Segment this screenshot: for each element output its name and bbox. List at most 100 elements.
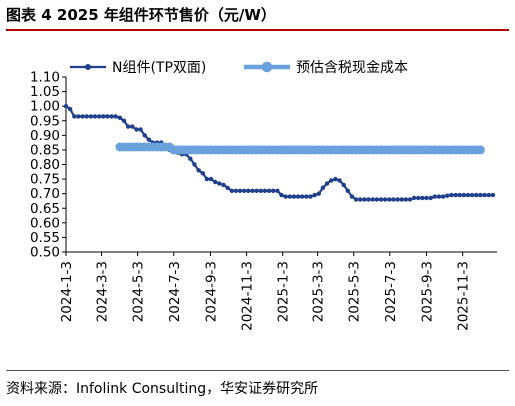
y-tick-label: 1.00	[30, 99, 60, 115]
data-point-n-module	[266, 188, 272, 193]
data-point-n-module	[374, 197, 379, 202]
y-tick-label: 1.10	[30, 70, 60, 86]
data-point-n-module	[142, 133, 147, 138]
data-point-n-module	[138, 127, 143, 132]
data-point-n-module	[283, 194, 288, 199]
data-point-n-module	[345, 188, 350, 193]
data-point-n-module	[196, 168, 201, 173]
data-point-n-module	[213, 179, 218, 185]
data-point-n-module	[362, 197, 367, 202]
series-cash-cost	[115, 142, 485, 155]
x-tick-label: 2024-9-3	[203, 261, 219, 322]
data-point-n-module	[436, 194, 442, 199]
data-point-n-module	[358, 197, 363, 202]
data-point-n-module	[242, 188, 247, 193]
data-point-n-module	[329, 178, 334, 183]
data-point-n-module	[233, 188, 239, 193]
data-point-n-module	[88, 114, 94, 119]
data-point-n-module	[482, 192, 487, 198]
x-tick-label: 2024-3-3	[95, 261, 111, 322]
source-note: 资料来源：Infolink Consulting，华安证券研究所	[6, 381, 319, 397]
data-point-n-module	[279, 192, 284, 198]
data-point-n-module	[324, 181, 330, 186]
legend-swatch-marker	[261, 61, 273, 73]
chart-axes: 0.500.550.600.650.700.750.800.850.900.95…	[30, 70, 497, 331]
data-point-n-module	[474, 192, 479, 198]
data-point-n-module	[407, 197, 413, 202]
x-tick-label: 2024-7-3	[167, 261, 183, 322]
data-point-n-module	[391, 197, 396, 202]
data-point-n-module	[445, 193, 450, 198]
data-point-n-module	[337, 178, 342, 183]
y-tick-label: 0.95	[30, 113, 60, 129]
data-point-n-module	[76, 114, 81, 119]
data-point-n-module	[84, 114, 89, 119]
y-tick-label: 1.05	[30, 84, 60, 100]
data-point-n-module	[258, 188, 263, 193]
data-point-n-module	[101, 114, 106, 119]
data-point-n-module	[295, 194, 301, 199]
data-point-n-module	[395, 197, 400, 202]
data-point-n-module	[225, 185, 230, 190]
y-tick-label: 0.70	[30, 186, 60, 202]
data-point-n-module	[353, 197, 359, 202]
y-tick-label: 0.65	[30, 201, 60, 217]
x-tick-label: 2024-11-3	[240, 261, 256, 331]
chart-title: 图表 4 2025 年组件环节售价（元/W）	[6, 6, 276, 24]
data-point-n-module	[320, 185, 326, 190]
data-point-n-module	[208, 176, 214, 182]
x-tick-label: 2024-5-3	[131, 261, 147, 322]
chart-legend: N组件(TP双面) 预估含税现金成本	[70, 60, 408, 76]
y-tick-label: 0.75	[30, 172, 60, 188]
data-point-n-module	[420, 195, 425, 201]
data-point-n-module	[349, 194, 355, 199]
data-point-n-module	[221, 182, 226, 188]
data-point-n-module	[312, 192, 317, 198]
data-point-n-module	[440, 194, 446, 199]
data-point-n-module	[465, 192, 471, 198]
data-point-n-module	[461, 192, 466, 198]
data-point-n-module	[126, 124, 131, 129]
data-point-n-module	[237, 188, 243, 193]
data-point-n-module	[67, 106, 73, 112]
y-tick-label: 0.90	[30, 128, 60, 144]
data-point-n-module	[399, 197, 404, 202]
data-point-n-module	[250, 188, 255, 193]
data-point-n-module	[308, 194, 313, 199]
data-point-n-module	[229, 188, 234, 193]
legend-label: 预估含税现金成本	[296, 60, 408, 76]
legend-swatch-marker	[85, 64, 91, 70]
data-point-n-module	[341, 182, 346, 188]
x-tick-label: 2025-5-3	[347, 261, 363, 322]
data-point-n-module	[300, 194, 305, 199]
data-point-n-module	[105, 114, 110, 119]
x-tick-label: 2025-11-3	[456, 261, 472, 331]
data-point-n-module	[478, 192, 483, 198]
data-point-n-module	[80, 114, 85, 119]
data-point-n-module	[416, 195, 421, 201]
data-point-n-module	[449, 192, 454, 198]
data-point-n-module	[109, 114, 114, 119]
data-point-n-module	[204, 176, 210, 182]
data-point-n-module	[262, 188, 268, 193]
data-point-n-module	[97, 114, 102, 119]
y-tick-label: 0.85	[30, 142, 60, 158]
data-point-n-module	[432, 194, 437, 199]
data-point-n-module	[453, 192, 458, 198]
data-point-n-module	[486, 192, 491, 198]
source-divider	[6, 370, 509, 371]
data-point-n-module	[275, 188, 280, 193]
data-point-n-module	[428, 195, 433, 201]
data-point-n-module	[378, 197, 384, 202]
data-point-n-module	[117, 115, 123, 121]
data-point-n-module	[63, 104, 69, 109]
data-point-n-module	[188, 156, 193, 161]
x-tick-label: 2024-1-3	[59, 261, 75, 322]
data-point-n-module	[304, 194, 309, 199]
x-tick-label: 2025-7-3	[383, 261, 399, 322]
chart-series	[63, 104, 496, 202]
title-divider	[6, 29, 509, 31]
data-point-n-module	[366, 197, 371, 202]
data-point-n-module	[134, 127, 139, 132]
x-tick-label: 2025-9-3	[420, 261, 436, 322]
